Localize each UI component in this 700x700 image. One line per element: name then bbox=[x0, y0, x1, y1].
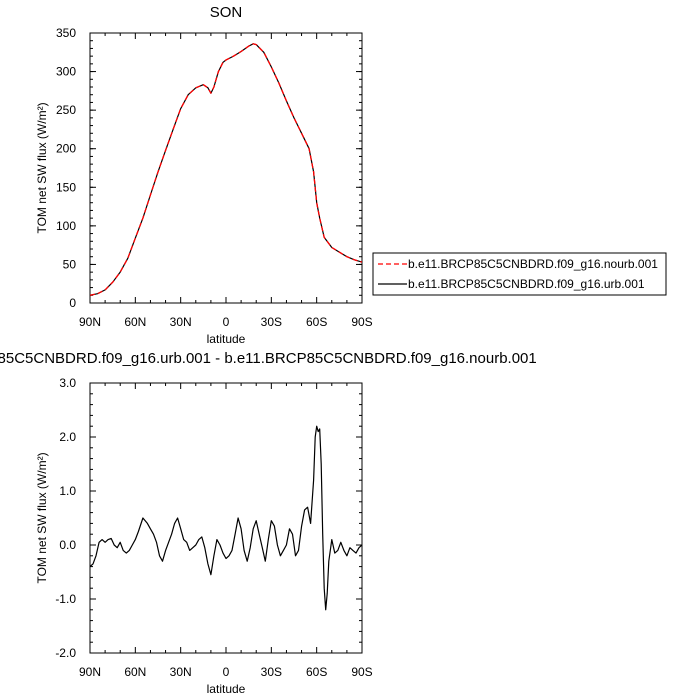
y-tick-label: 2.0 bbox=[59, 430, 76, 444]
y-tick-label: 0 bbox=[69, 296, 76, 310]
x-tick-label: 60S bbox=[306, 665, 327, 679]
series-line-1 bbox=[90, 43, 362, 296]
x-tick-label: 30S bbox=[261, 315, 282, 329]
x-tick-label: 90N bbox=[79, 665, 101, 679]
chart-title: SON bbox=[210, 4, 243, 21]
x-axis-label: latitude bbox=[207, 682, 246, 696]
x-tick-label: 30S bbox=[261, 665, 282, 679]
x-tick-label: 90N bbox=[79, 315, 101, 329]
y-tick-label: 100 bbox=[56, 219, 76, 233]
y-tick-label: 3.0 bbox=[59, 376, 76, 390]
x-tick-label: 60N bbox=[124, 315, 146, 329]
x-tick-label: 60N bbox=[124, 665, 146, 679]
x-tick-label: 90S bbox=[351, 315, 372, 329]
x-tick-label: 0 bbox=[223, 315, 230, 329]
x-tick-label: 60S bbox=[306, 315, 327, 329]
plot-frame bbox=[89, 382, 363, 654]
y-tick-label: 300 bbox=[56, 65, 76, 79]
y-tick-label: 150 bbox=[56, 180, 76, 194]
x-axis-label: latitude bbox=[207, 332, 246, 346]
x-tick-label: 30N bbox=[170, 315, 192, 329]
y-axis-label: TOM net SW flux (W/m²) bbox=[35, 452, 49, 583]
y-axis-label: TOM net SW flux (W/m²) bbox=[35, 102, 49, 233]
y-tick-label: -2.0 bbox=[55, 646, 76, 660]
y-tick-label: 50 bbox=[63, 257, 77, 271]
x-tick-label: 90S bbox=[351, 665, 372, 679]
series-line-0 bbox=[90, 43, 362, 296]
legend-box bbox=[372, 252, 667, 296]
legend-label: b.e11.BRCP85C5CNBDRD.f09_g16.urb.001 bbox=[408, 277, 645, 291]
y-tick-label: 0.0 bbox=[59, 538, 76, 552]
series-line-0 bbox=[90, 425, 362, 611]
x-tick-label: 0 bbox=[223, 665, 230, 679]
y-tick-label: 250 bbox=[56, 103, 76, 117]
plot-frame bbox=[89, 32, 363, 304]
y-tick-label: 350 bbox=[56, 26, 76, 40]
top-panel: SON 90N 60N 30N 0 30S 60S 90S 0 50 100 150 200 250 300… bbox=[35, 4, 667, 346]
chart-title: b.e11.BRCP85C5CNBDRD.f09_g16.urb.001 - b… bbox=[0, 350, 537, 367]
y-tick-label: 1.0 bbox=[59, 484, 76, 498]
y-tick-label: 200 bbox=[56, 142, 76, 156]
y-tick-label: -1.0 bbox=[55, 592, 76, 606]
x-tick-label: 30N bbox=[170, 665, 192, 679]
difference-panel: b.e11.BRCP85C5CNBDRD.f09_g16.urb.001 - b… bbox=[0, 350, 537, 696]
legend-label: b.e11.BRCP85C5CNBDRD.f09_g16.nourb.001 bbox=[408, 257, 658, 271]
